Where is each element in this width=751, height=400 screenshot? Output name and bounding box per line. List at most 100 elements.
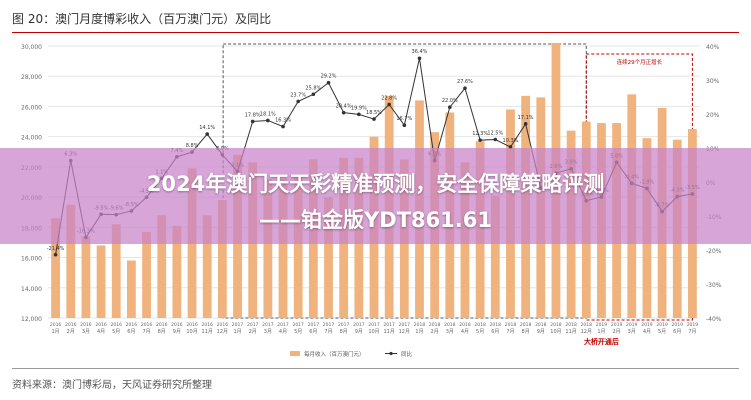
x-tick-year: 2018 bbox=[429, 322, 441, 328]
x-tick-year: 2018 bbox=[535, 322, 547, 328]
x-tick-month: 2月 bbox=[613, 329, 621, 335]
x-tick-month: 12月 bbox=[581, 329, 592, 335]
x-tick-month: 11月 bbox=[565, 329, 576, 335]
yoy-data-label: 23.7% bbox=[290, 92, 306, 98]
x-tick-month: 8月 bbox=[158, 329, 166, 335]
figure-title: 图 20：澳门月度博彩收入（百万澳门元）及同比 bbox=[12, 12, 272, 26]
y-tick-label: 26,000 bbox=[21, 104, 42, 111]
x-tick-month: 4月 bbox=[97, 329, 105, 335]
y-tick-label: 14,000 bbox=[21, 286, 42, 293]
x-tick-year: 2016 bbox=[186, 322, 198, 328]
x-tick-month: 12月 bbox=[399, 329, 410, 335]
yoy-point bbox=[357, 112, 361, 117]
title-rule bbox=[12, 32, 739, 33]
bar bbox=[324, 197, 333, 318]
yoy-data-label: 12.5% bbox=[487, 131, 503, 137]
x-tick-month: 6月 bbox=[127, 329, 135, 335]
y2-tick-label: -40% bbox=[706, 316, 722, 323]
x-tick-year: 2018 bbox=[520, 322, 532, 328]
bar bbox=[96, 245, 106, 318]
x-tick-year: 2018 bbox=[474, 322, 486, 328]
yoy-point bbox=[508, 145, 513, 149]
yoy-point bbox=[463, 86, 467, 90]
bar bbox=[142, 231, 151, 318]
x-tick-year: 2018 bbox=[565, 322, 577, 328]
yoy-point bbox=[296, 99, 300, 104]
y-tick-label: 24,000 bbox=[21, 135, 42, 142]
yoy-point bbox=[372, 117, 376, 121]
x-tick-month: 10月 bbox=[368, 329, 379, 335]
yoy-data-label: 25.8% bbox=[305, 85, 321, 91]
bar bbox=[202, 215, 212, 318]
yoy-data-label: 16.3% bbox=[275, 118, 291, 124]
figure-header: 图 20：澳门月度博彩收入（百万澳门元）及同比 bbox=[0, 0, 751, 38]
x-tick-year: 2018 bbox=[490, 322, 502, 328]
x-tick-month: 11月 bbox=[202, 329, 213, 335]
yoy-data-label: 27.6% bbox=[457, 79, 473, 85]
source-note: 资料来源：澳门博彩局，天风证券研究所整理 bbox=[12, 380, 212, 391]
x-tick-month: 1月 bbox=[415, 329, 423, 335]
x-tick-month: 3月 bbox=[628, 329, 636, 335]
x-tick-month: 11月 bbox=[383, 329, 394, 335]
overlay-banner: 2024年澳门天天彩精准预测，安全保障策略评测 ——铂金版YDT861.61 bbox=[0, 148, 751, 244]
bar bbox=[217, 200, 227, 318]
x-tick-month: 2月 bbox=[67, 329, 75, 335]
x-tick-month: 9月 bbox=[537, 329, 545, 335]
yoy-data-label: 17.8% bbox=[245, 112, 261, 118]
x-tick-month: 1月 bbox=[597, 329, 605, 335]
yoy-data-label: 22.8% bbox=[381, 95, 397, 101]
annotation-box-label: 连续29个月正增长 bbox=[617, 58, 663, 66]
bar bbox=[172, 225, 182, 318]
x-tick-year: 2019 bbox=[656, 322, 668, 328]
x-tick-month: 10月 bbox=[550, 329, 561, 335]
yoy-data-label: -21.4% bbox=[47, 246, 65, 252]
legend-label-bar: 每月收入（百万澳门元） bbox=[304, 350, 365, 358]
yoy-point bbox=[387, 102, 391, 107]
bar bbox=[66, 204, 76, 318]
x-tick-year: 2016 bbox=[95, 322, 107, 328]
x-tick-year: 2019 bbox=[596, 322, 608, 328]
x-tick-month: 9月 bbox=[173, 329, 181, 335]
x-tick-month: 2月 bbox=[431, 329, 439, 335]
yoy-data-label: 18.1% bbox=[260, 111, 276, 117]
yoy-data-label: 19.9% bbox=[351, 105, 367, 111]
x-tick-month: 5月 bbox=[112, 329, 120, 335]
annotation-bottom-label: 大桥开通后 bbox=[584, 337, 619, 346]
x-tick-year: 2018 bbox=[550, 322, 562, 328]
x-tick-year: 2018 bbox=[581, 322, 593, 328]
bar bbox=[490, 195, 500, 318]
yoy-data-label: 29.2% bbox=[321, 74, 337, 80]
x-tick-year: 2016 bbox=[126, 322, 138, 328]
x-tick-year: 2016 bbox=[156, 322, 168, 328]
x-tick-year: 2017 bbox=[292, 322, 304, 328]
x-tick-year: 2019 bbox=[611, 322, 623, 328]
yoy-data-label: 12.3% bbox=[472, 131, 488, 137]
overlay-line-1: 2024年澳门天天彩精准预测，安全保障策略评测 bbox=[146, 172, 605, 196]
x-tick-month: 6月 bbox=[491, 329, 499, 335]
x-tick-month: 10月 bbox=[186, 329, 197, 335]
y2-tick-label: -20% bbox=[706, 248, 722, 255]
bar bbox=[126, 260, 136, 318]
x-tick-month: 7月 bbox=[506, 329, 514, 335]
x-tick-month: 8月 bbox=[340, 329, 348, 335]
x-tick-month: 5月 bbox=[658, 329, 666, 335]
y-tick-label: 12,000 bbox=[21, 316, 42, 323]
y2-tick-label: 30% bbox=[706, 78, 720, 85]
x-tick-month: 12月 bbox=[217, 329, 228, 335]
x-tick-month: 6月 bbox=[309, 329, 317, 335]
y-tick-label: 28,000 bbox=[21, 74, 42, 81]
yoy-point bbox=[266, 118, 270, 123]
yoy-point bbox=[53, 252, 58, 257]
yoy-point bbox=[493, 137, 498, 142]
x-tick-year: 2019 bbox=[687, 322, 699, 328]
yoy-point bbox=[448, 105, 452, 109]
yoy-point bbox=[311, 92, 316, 97]
yoy-data-label: 16.7% bbox=[396, 116, 412, 122]
x-tick-month: 3月 bbox=[82, 329, 90, 335]
x-tick-year: 2017 bbox=[338, 322, 350, 328]
x-tick-year: 2019 bbox=[641, 322, 653, 328]
y2-tick-label: 20% bbox=[706, 112, 720, 119]
x-tick-year: 2019 bbox=[672, 322, 684, 328]
x-tick-month: 7月 bbox=[324, 329, 332, 335]
yoy-data-label: 18.5% bbox=[366, 110, 382, 116]
